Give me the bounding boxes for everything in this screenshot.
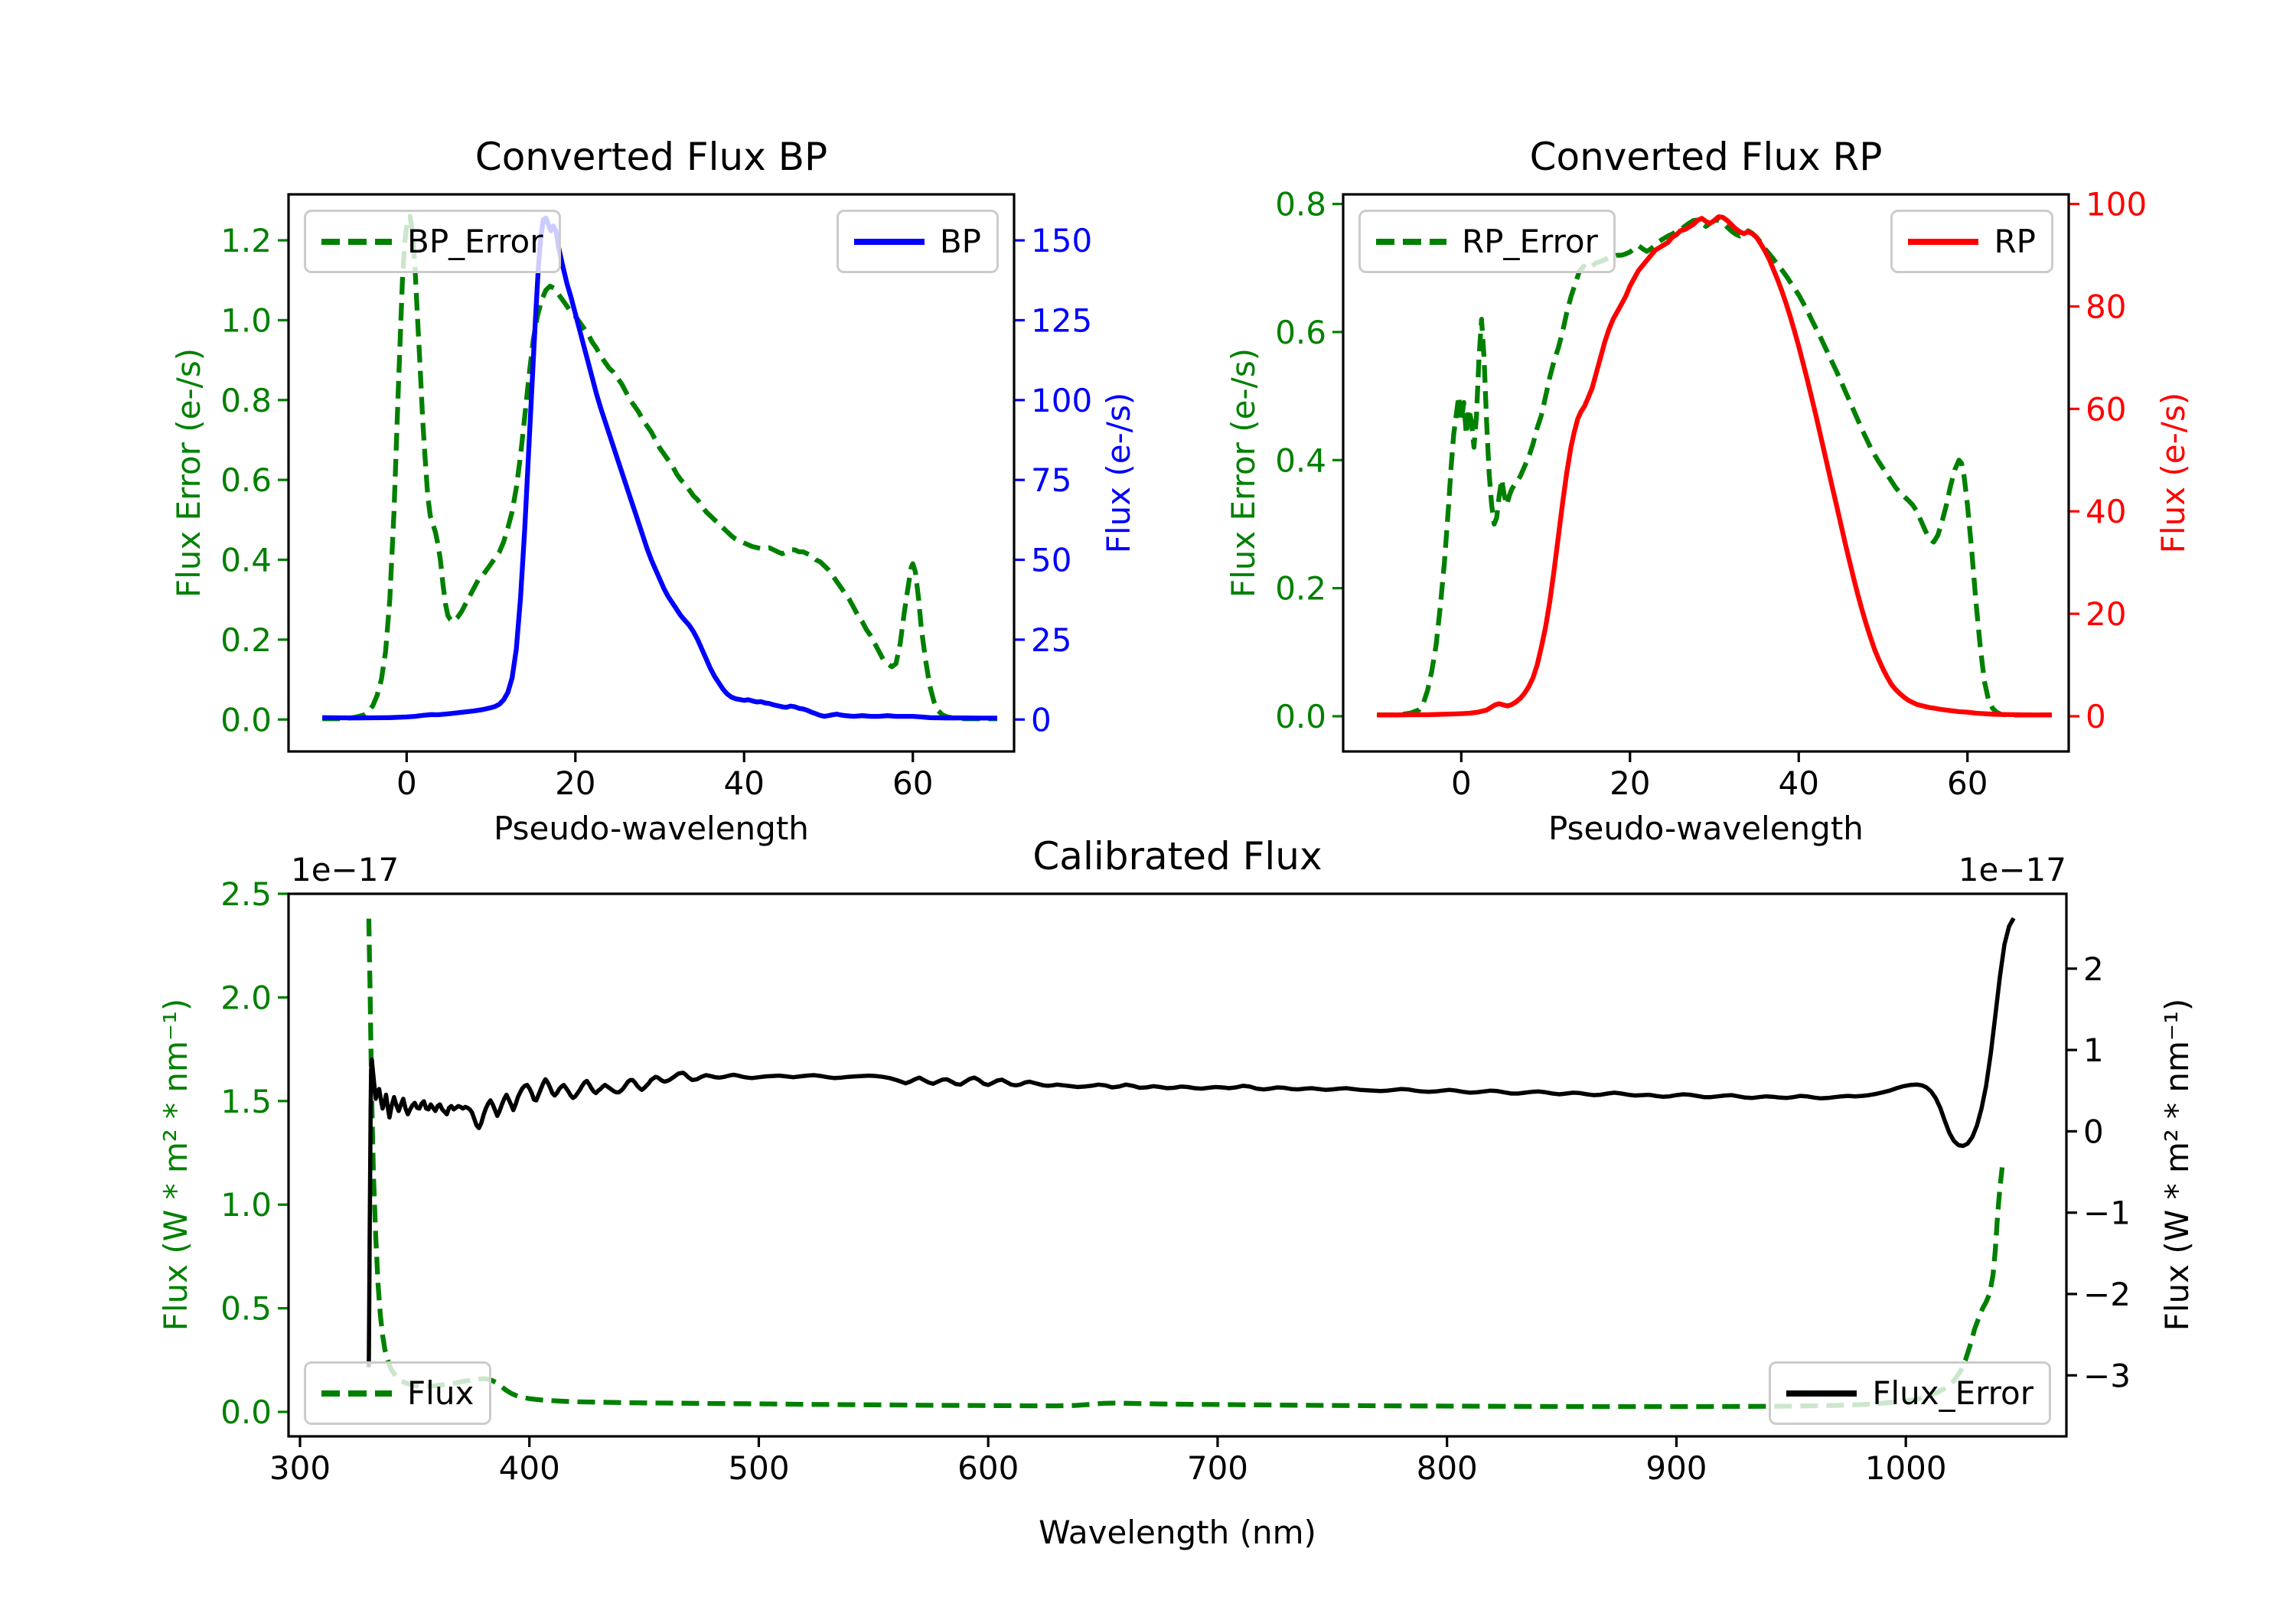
legend-line-sample-dashed (321, 238, 392, 245)
bp-error-legend: BP_Error (304, 210, 561, 273)
tick-label: 0.0 (220, 1393, 272, 1431)
tick-label: 800 (1417, 1449, 1478, 1487)
legend-line-sample-dashed (1786, 1390, 1857, 1397)
rp-error-legend-label: RP_Error (1462, 223, 1598, 260)
tick-label: 600 (957, 1449, 1019, 1487)
tick-label: 150 (1031, 222, 1092, 259)
flux-error-legend-label: Flux_Error (1872, 1374, 2033, 1412)
tick-label: 80 (2086, 288, 2126, 325)
rp-ylabel-left: Flux Error (e-/s) (1225, 347, 1262, 598)
tick-label: 0.0 (220, 701, 272, 738)
tick-label: 2 (2083, 950, 2104, 988)
tick-label: 40 (724, 764, 765, 802)
cal-ylabel-left: Flux (W * m² * nm⁻¹) (157, 998, 194, 1332)
tick-label: 900 (1645, 1449, 1707, 1487)
tick-label: 700 (1187, 1449, 1248, 1487)
tick-label: 1 (2083, 1032, 2104, 1069)
tick-label: 0.8 (220, 382, 272, 419)
rp-legend-label: RP (1994, 223, 2036, 260)
tick-label: 100 (2086, 186, 2147, 223)
tick-label: 60 (2086, 390, 2126, 428)
flux-legend-label: Flux (407, 1374, 475, 1412)
tick-label: 1.0 (220, 302, 272, 339)
tick-label: 0.2 (1275, 570, 1326, 608)
series-flux (367, 917, 2016, 1367)
legend-line-sample-dashed (1376, 238, 1446, 245)
bp-axes: 0 20 40 60 0.0 0.2 0.4 0.6 0.8 1.0 1.2 0 25 50 75 100 12… (220, 193, 1092, 802)
rp-title: Converted Flux RP (1529, 135, 1883, 179)
tick-label: 20 (555, 764, 595, 802)
tick-label: 0.6 (220, 461, 272, 499)
cal-axes: 300 400 500 600 700 800 900 1000 0.0 0.5 1.0 1.5 2.0… (220, 875, 2131, 1487)
flux-legend: Flux (304, 1361, 492, 1425)
tick-label: 500 (728, 1449, 789, 1487)
tick-label: 60 (892, 764, 933, 802)
rp-xlabel: Pseudo-wavelength (1548, 810, 1864, 847)
tick-label: 1.0 (220, 1186, 272, 1224)
tick-label: 20 (1609, 764, 1650, 802)
legend-line-sample-solid (853, 238, 925, 245)
series-rp (1377, 214, 2052, 718)
tick-label: 0.4 (220, 542, 272, 579)
tick-label: 0.6 (1275, 314, 1326, 351)
tick-label: −3 (2083, 1357, 2131, 1394)
rp-ylabel-right: Flux (e-/s) (2154, 392, 2192, 554)
tick-label: 0 (1451, 764, 1472, 802)
tick-label: 300 (269, 1449, 331, 1487)
bp-legend: BP (836, 210, 999, 273)
rp-error-legend: RP_Error (1358, 210, 1616, 273)
tick-label: 1.2 (220, 222, 272, 259)
tick-label: −2 (2083, 1276, 2131, 1313)
tick-label: 0 (1031, 701, 1052, 738)
rp-legend: RP (1890, 210, 2053, 273)
tick-label: 1.5 (220, 1083, 272, 1120)
bp-ylabel-left: Flux Error (e-/s) (170, 347, 207, 598)
tick-label: 40 (2086, 493, 2126, 530)
flux-error-legend: Flux_Error (1769, 1361, 2051, 1425)
tick-label: 60 (1947, 764, 1988, 802)
legend-line-sample-solid (1908, 238, 1979, 245)
tick-label: 1000 (1865, 1449, 1947, 1487)
series-rp_error (1377, 217, 2052, 718)
bp-title: Converted Flux BP (475, 135, 828, 179)
tick-label: 0.4 (1275, 442, 1326, 479)
tick-label: 2.0 (220, 979, 272, 1016)
series-bp_error (322, 214, 997, 722)
bp-legend-label: BP (939, 223, 981, 260)
tick-label: 125 (1031, 302, 1092, 339)
tick-label: 0.8 (1275, 186, 1326, 223)
series-flux_error (366, 918, 2005, 1410)
bp-error-legend-label: BP_Error (407, 223, 543, 260)
bp-xlabel: Pseudo-wavelength (494, 810, 809, 847)
tick-label: 0.5 (220, 1290, 272, 1328)
tick-label: 0 (396, 764, 417, 802)
legend-line-sample-solid (321, 1390, 392, 1397)
tick-label: 20 (2086, 595, 2126, 633)
tick-label: 400 (499, 1449, 560, 1487)
tick-label: 40 (1779, 764, 1819, 802)
tick-label: 0.2 (220, 621, 272, 659)
tick-label: 0 (2083, 1113, 2104, 1150)
tick-label: 25 (1031, 621, 1071, 659)
cal-title: Calibrated Flux (1032, 834, 1322, 878)
cal-xlabel: Wavelength (nm) (1039, 1514, 1316, 1551)
tick-label: 2.5 (220, 875, 272, 913)
cal-offset-left: 1e−17 (291, 851, 400, 888)
series-bp (322, 215, 997, 721)
tick-label: 50 (1031, 542, 1071, 579)
bp-ylabel-right: Flux (e-/s) (1100, 392, 1137, 554)
tick-label: 100 (1031, 382, 1092, 419)
tick-label: 0 (2086, 698, 2106, 735)
tick-label: −1 (2083, 1195, 2131, 1232)
cal-ylabel-right: Flux (W * m² * nm⁻¹) (2158, 998, 2196, 1332)
cal-offset-right: 1e−17 (1958, 851, 2066, 888)
tick-label: 75 (1031, 461, 1071, 499)
rp-axes: 0 20 40 60 0.0 0.2 0.4 0.6 0.8 0 20 40 60 80 100 (1275, 186, 2147, 802)
tick-label: 0.0 (1275, 698, 1326, 735)
